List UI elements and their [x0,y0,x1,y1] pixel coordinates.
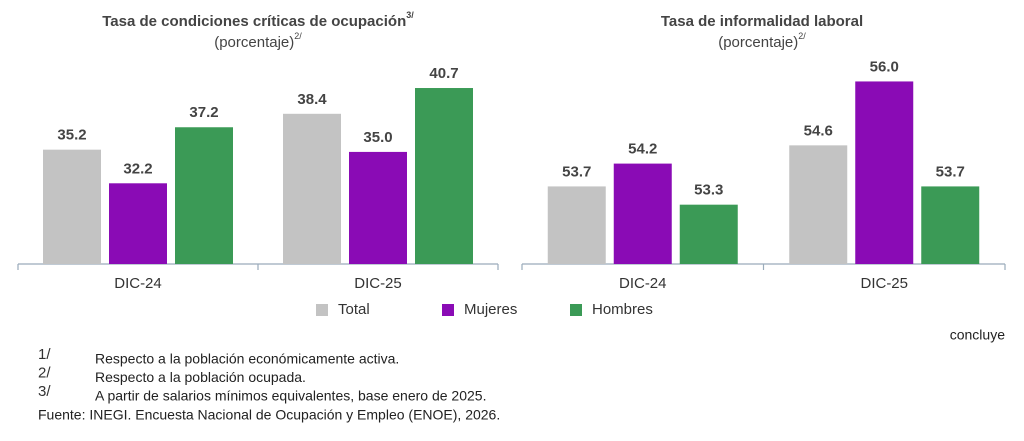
x-tick-label: DIC-25 [354,275,402,292]
title-note: 3/ [406,10,414,20]
x-tick-label: DIC-24 [619,275,667,292]
legend-label: Total [338,301,370,318]
bar [921,186,980,264]
title-text: Tasa de informalidad laboral [661,13,863,30]
value-label: 54.2 [628,141,657,158]
bar [415,88,473,265]
bar [109,183,167,264]
x-tick-label: DIC-25 [860,275,908,292]
title-text: Tasa de condiciones críticas de ocupació… [102,13,406,30]
subtitle-note: 2/ [294,31,302,41]
value-label: 37.2 [189,104,218,121]
chart-subtitle: (porcentaje)2/ [718,31,806,51]
bar [855,81,914,264]
chart-subtitle: (porcentaje)2/ [214,31,302,51]
bar [43,149,101,264]
value-label: 54.6 [804,122,833,139]
footnote-text: Respecto a la población económicamente a… [95,351,399,367]
value-label: 32.2 [123,160,152,177]
subtitle-text: (porcentaje) [718,34,798,51]
value-label: 53.7 [562,163,591,180]
bar [679,204,738,264]
legend-swatch [570,304,582,316]
value-label: 56.0 [870,58,899,75]
footnote-mark: 2/ [38,364,51,381]
value-label: 53.3 [694,182,723,199]
legend-label: Mujeres [464,301,517,318]
value-label: 40.7 [429,65,458,82]
x-tick-label: DIC-24 [114,275,162,292]
value-label: 38.4 [297,91,327,108]
footnote-text: Respecto a la población ocupada. [95,369,306,385]
bar [613,163,672,264]
bar [175,127,233,264]
footnote-text: A partir de salarios mínimos equivalente… [95,388,486,404]
value-label: 53.7 [936,163,965,180]
source: Fuente: INEGI. Encuesta Nacional de Ocup… [38,407,500,423]
value-label: 35.0 [363,129,392,146]
subtitle-text: (porcentaje) [214,34,294,51]
legend-swatch [442,304,454,316]
legend-swatch [316,304,328,316]
footnote-mark: 3/ [38,383,51,400]
chart-title: Tasa de condiciones críticas de ocupació… [102,10,414,30]
chart-title: Tasa de informalidad laboral [661,13,863,30]
legend-label: Hombres [592,301,653,318]
bar [349,151,407,264]
value-label: 35.2 [57,127,86,144]
status: concluye [950,327,1005,343]
bar [789,145,848,264]
subtitle-note: 2/ [798,31,806,41]
footnote-mark: 1/ [38,346,51,363]
bar [283,113,341,264]
bar [547,186,606,264]
